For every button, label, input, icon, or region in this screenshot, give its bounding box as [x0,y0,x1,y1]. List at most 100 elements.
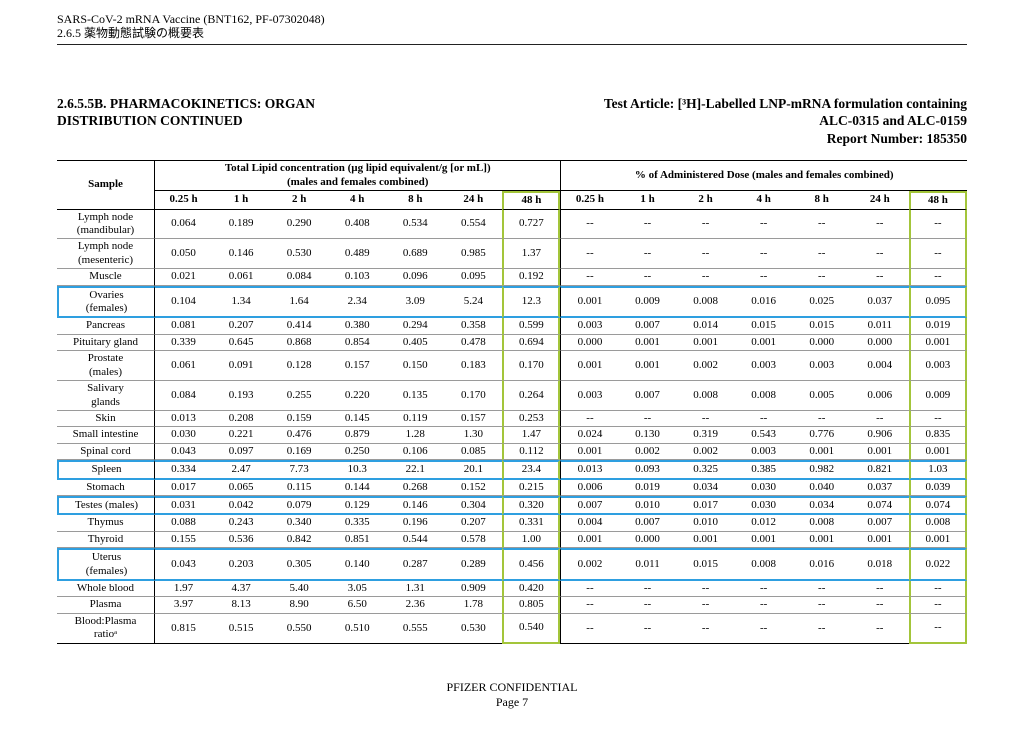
lipid-value-cell: 0.331 [502,515,561,532]
sample-cell: Pituitary gland [57,335,154,352]
dose-value-cell: -- [560,269,619,286]
dose-value-cell: -- [850,581,909,598]
lipid-value-cell: 0.456 [502,548,561,581]
lipid-value-cell: 0.096 [386,269,445,286]
dose-value-cell: 0.008 [676,285,735,319]
lipid-value-cell: 0.203 [212,548,271,581]
dose-value-cell: -- [734,210,793,240]
sample-cell: Spleen [57,460,154,480]
dose-value-cell: 0.001 [908,531,967,549]
lipid-value-cell: 1.31 [386,581,445,598]
lipid-value-cell: 0.207 [212,318,271,335]
dose-value-cell: 1.03 [908,460,967,480]
dose-value-cell: -- [850,614,909,644]
dose-value-cell: 0.008 [676,381,735,411]
dose-value-cell: 0.018 [850,548,909,581]
dose-value-cell: 0.776 [792,427,851,444]
dose-value-cell: 0.007 [618,515,677,532]
lipid-value-cell: 0.106 [386,444,445,461]
sample-cell: Thyroid [57,532,154,549]
time-header-cell: 0.25 h [154,191,213,210]
lipid-value-cell: 0.253 [502,410,561,428]
lipid-value-cell: 0.207 [444,515,503,532]
lipid-value-cell: 0.540 [502,613,561,644]
lipid-value-cell: 0.159 [270,411,329,428]
dose-value-cell: 0.013 [560,460,619,480]
dose-value-cell: -- [908,410,967,428]
dose-value-cell: 0.004 [560,515,619,532]
dose-value-cell: 0.008 [734,381,793,411]
dose-value-cell: 0.130 [618,427,677,444]
lipid-value-cell: 0.544 [386,532,445,549]
lipid-value-cell: 0.334 [154,460,213,480]
table-row: Lymph node (mandibular) 0.064 0.189 0.290 0.… [57,209,967,240]
lipid-value-cell: 0.169 [270,444,329,461]
lipid-value-cell: 1.47 [502,427,561,444]
lipid-value-cell: 0.985 [444,239,503,270]
dose-value-cell: 0.001 [850,532,909,549]
sample-cell: Lymph node (mesenteric) [57,239,154,270]
dose-value-cell: 0.030 [734,480,793,496]
dose-value-cell: -- [908,209,967,240]
dose-value-cell: 0.385 [734,460,793,480]
dose-value-cell: 0.319 [676,427,735,444]
table-row: Blood:Plasma ratioᵃ 0.815 0.515 0.550 0.510 0… [57,613,967,644]
dose-value-cell: -- [908,597,967,614]
dose-value-cell: 0.002 [676,444,735,461]
dose-value-cell: 0.002 [560,548,619,581]
lipid-value-cell: 0.289 [444,548,503,581]
dose-value-cell: -- [560,580,619,598]
lipid-value-cell: 0.287 [386,548,445,581]
lipid-value-cell: 0.115 [270,480,329,496]
lipid-value-cell: 0.408 [328,210,387,240]
lipid-value-cell: 0.221 [212,427,271,444]
lipid-value-cell: 0.128 [270,351,329,382]
table-row: Pancreas 0.081 0.207 0.414 0.380 0.294 0.358 0.… [57,318,967,335]
dose-group-header: % of Administered Dose (males and female… [560,160,967,192]
dose-value-cell: 0.015 [734,318,793,335]
sample-cell: Uterus (females) [57,548,154,581]
sample-cell: Pancreas [57,318,154,335]
sample-cell: Whole blood [57,581,154,598]
sample-cell: Skin [57,411,154,428]
lipid-value-cell: 0.689 [386,239,445,270]
dose-value-cell: -- [560,239,619,270]
dose-value-cell: 0.000 [618,532,677,549]
lipid-value-cell: 0.031 [154,495,213,516]
dose-value-cell: 0.008 [792,515,851,532]
lipid-value-cell: 0.065 [212,480,271,496]
dose-value-cell: 0.007 [850,515,909,532]
header-rule [57,43,967,45]
sample-cell: Ovaries (females) [57,285,154,319]
lipid-value-cell: 0.095 [444,269,503,286]
dose-value-cell: 0.001 [560,351,619,382]
table-row: Salivary glands 0.084 0.193 0.255 0.220 0.135… [57,381,967,411]
time-header-cell: 48 h [908,191,967,210]
lipid-value-cell: 0.050 [154,239,213,270]
dose-value-cell: 0.007 [560,495,619,516]
table-row: Spleen 0.334 2.47 7.73 10.3 22.1 20.1 23.4 0.013… [57,460,967,480]
dose-value-cell: 0.016 [792,548,851,581]
table-row: Prostate (males) 0.061 0.091 0.128 0.157 0.15… [57,351,967,382]
dose-value-cell: 0.015 [676,548,735,581]
dose-value-cell: 0.005 [792,381,851,411]
dose-value-cell: 0.034 [792,495,851,516]
dose-value-cell: -- [792,269,851,286]
sample-cell: Muscle [57,269,154,286]
dose-value-cell: 0.003 [908,351,967,382]
sample-cell: Plasma [57,597,154,614]
dose-value-cell: 0.835 [908,427,967,444]
dose-value-cell: 0.001 [676,335,735,352]
lipid-value-cell: 0.079 [270,495,329,516]
dose-value-cell: 0.024 [560,427,619,444]
dose-value-cell: 0.093 [618,460,677,480]
lipid-value-cell: 0.170 [444,381,503,411]
lipid-value-cell: 0.144 [328,480,387,496]
dose-value-cell: -- [676,269,735,286]
sample-cell: Stomach [57,480,154,496]
lipid-value-cell: 0.084 [270,269,329,286]
table-body: Lymph node (mandibular) 0.064 0.189 0.290 0.… [57,209,967,644]
lipid-value-cell: 0.380 [328,318,387,335]
lipid-value-cell: 12.3 [502,285,561,319]
header-group-row: Sample Total Lipid concentration (µg lipi… [57,160,967,210]
